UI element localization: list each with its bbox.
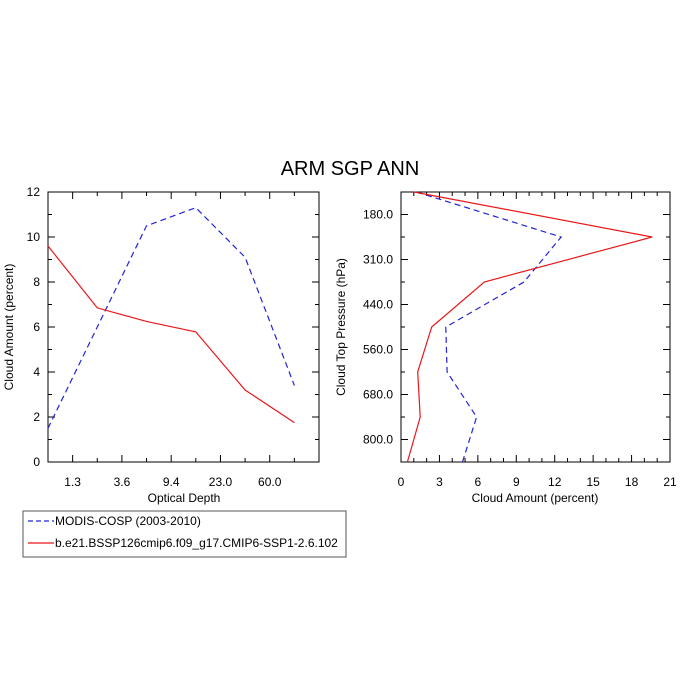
x-tick-label: 9 (513, 475, 520, 489)
y-tick-label: 2 (33, 410, 40, 424)
series-line-model (406, 191, 653, 463)
legend-label-obs: MODIS-COSP (2003-2010) (55, 514, 201, 528)
right-x-axis-label: Cloud Amount (percent) (472, 491, 599, 505)
left-tick-labels: 1.3 3.6 9.4 23.0 60.0 0 2 4 6 8 10 12 (27, 185, 282, 489)
y-tick-label: 560.0 (363, 343, 393, 357)
x-tick-label: 0 (398, 475, 405, 489)
right-tick-labels: 0 3 6 9 12 15 18 21 180.0 310.0 440.0 560.0 680.0 800… (363, 208, 677, 490)
legend: MODIS-COSP (2003-2010) b.e21.BSSP126cmip… (22, 510, 347, 558)
left-plot-frame (47, 191, 320, 463)
figure-title: ARM SGP ANN (281, 158, 420, 180)
series-line-obs (47, 207, 295, 429)
left-chart: 1.3 3.6 9.4 23.0 60.0 0 2 4 6 8 10 12 Optical Depth… (2, 185, 320, 505)
x-tick-label: 15 (586, 475, 600, 489)
left-x-axis-label: Optical Depth (148, 491, 221, 505)
series-line-model (47, 245, 295, 424)
x-tick-label: 3 (436, 475, 443, 489)
y-tick-label: 8 (33, 275, 40, 289)
y-tick-label: 0 (33, 455, 40, 469)
x-tick-label: 12 (548, 475, 562, 489)
y-tick-label: 6 (33, 320, 40, 334)
x-tick-label: 18 (625, 475, 639, 489)
y-tick-label: 10 (27, 230, 41, 244)
right-y-axis-label: Cloud Top Pressure (hPa) (334, 258, 348, 396)
y-tick-label: 680.0 (363, 388, 393, 402)
x-tick-label: 1.3 (64, 475, 81, 489)
y-tick-label: 800.0 (363, 433, 393, 447)
x-tick-label: 9.4 (163, 475, 180, 489)
right-series (406, 191, 653, 463)
y-tick-label: 4 (33, 365, 40, 379)
x-tick-label: 60.0 (258, 475, 282, 489)
left-ticks (48, 191, 319, 463)
x-tick-label: 23.0 (209, 475, 233, 489)
series-line-obs (416, 191, 563, 463)
y-tick-label: 12 (27, 185, 41, 199)
legend-label-model: b.e21.BSSP126cmip6.f09_g17.CMIP6-SSP1-2.… (55, 536, 338, 550)
x-tick-label: 21 (663, 475, 677, 489)
y-tick-label: 310.0 (363, 253, 393, 267)
right-ticks (400, 192, 671, 462)
left-series (47, 207, 295, 429)
right-chart: 0 3 6 9 12 15 18 21 180.0 310.0 440.0 560.0 680.0 800… (334, 191, 677, 505)
y-tick-label: 440.0 (363, 298, 393, 312)
x-tick-label: 6 (475, 475, 482, 489)
y-tick-label: 180.0 (363, 208, 393, 222)
legend-box (22, 510, 347, 558)
x-tick-label: 3.6 (114, 475, 131, 489)
left-y-axis-label: Cloud Amount (percent) (2, 264, 16, 391)
